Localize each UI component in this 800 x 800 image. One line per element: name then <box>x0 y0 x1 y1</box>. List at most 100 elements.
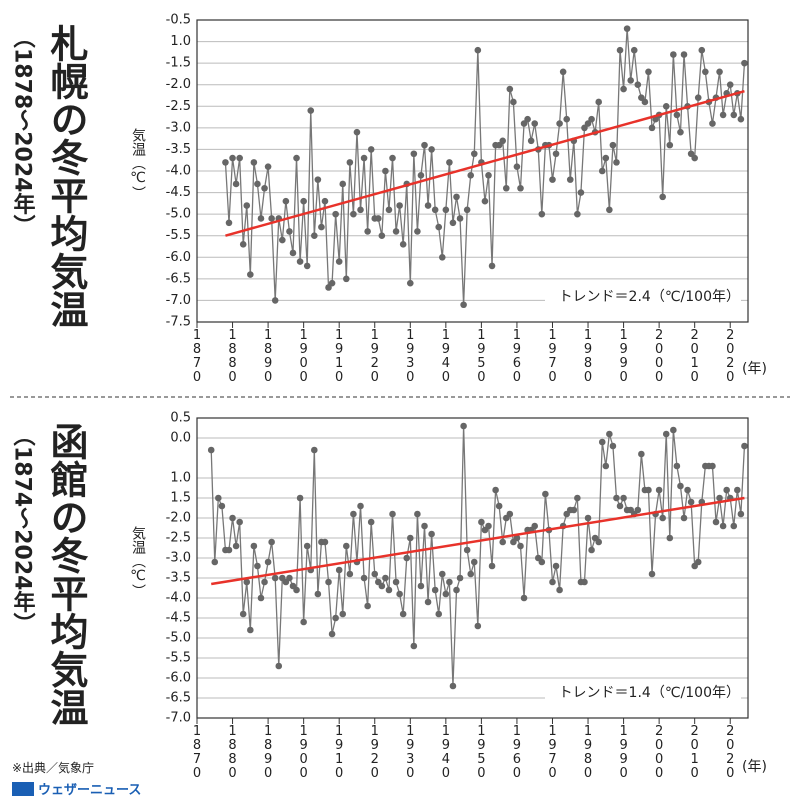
data-point <box>627 77 634 84</box>
data-point <box>726 81 734 89</box>
data-point <box>229 514 236 522</box>
data-point <box>207 446 215 454</box>
data-point <box>662 102 670 110</box>
data-point <box>606 430 613 438</box>
y-tick-label: -6.5 <box>166 691 191 706</box>
data-point <box>357 502 364 510</box>
data-point <box>346 159 354 166</box>
x-axis-label: (年) <box>742 759 767 775</box>
data-point <box>218 502 226 510</box>
data-point <box>474 622 482 630</box>
data-point <box>417 582 425 590</box>
data-point <box>335 566 343 574</box>
data-point <box>563 115 571 123</box>
data-point <box>392 228 400 235</box>
data-point <box>254 180 261 188</box>
data-point <box>321 197 329 205</box>
data-point <box>268 538 275 546</box>
data-point <box>694 558 702 566</box>
x-tick-label: 1950 <box>474 724 489 780</box>
data-point <box>406 534 414 542</box>
y-axis-label: 気温（℃） <box>130 526 146 598</box>
data-point <box>350 510 357 518</box>
data-point <box>506 510 514 518</box>
data-point <box>470 558 478 566</box>
data-point <box>552 562 560 570</box>
x-tick-label: 1930 <box>403 724 418 780</box>
plot-frame <box>196 417 749 719</box>
logo: ウェザーニュース <box>38 783 141 798</box>
data-point <box>247 626 254 634</box>
data-point <box>346 570 354 578</box>
data-point <box>723 486 730 494</box>
data-line <box>224 28 746 305</box>
data-point <box>648 124 656 132</box>
y-tick-label: -7.0 <box>166 711 191 726</box>
data-point <box>399 610 407 618</box>
data-point <box>570 506 578 514</box>
y-tick-label: -4.5 <box>166 185 191 200</box>
data-point <box>488 262 496 270</box>
data-point <box>716 494 723 502</box>
data-point <box>314 176 322 183</box>
data-point <box>446 159 453 166</box>
data-point <box>449 219 457 227</box>
data-line <box>210 425 746 687</box>
y-tick-label: 1.0 <box>170 34 191 49</box>
data-point <box>549 176 556 183</box>
data-point <box>595 538 602 546</box>
data-point <box>638 450 645 458</box>
y-tick-label: -4.0 <box>166 164 191 179</box>
data-point <box>648 570 656 578</box>
data-point <box>463 546 471 554</box>
data-point <box>549 578 556 586</box>
data-point <box>431 206 439 214</box>
x-tick-label: 1940 <box>438 724 453 780</box>
data-point <box>598 167 606 175</box>
data-point <box>645 68 652 76</box>
data-point <box>574 494 581 502</box>
data-point <box>303 262 311 270</box>
data-point <box>360 574 368 582</box>
data-point <box>630 46 638 54</box>
data-point <box>254 562 261 570</box>
data-point <box>378 232 386 240</box>
data-point <box>741 442 748 450</box>
x-tick-label: 1920 <box>367 724 382 780</box>
x-tick-label: 1980 <box>581 328 596 384</box>
data-point <box>286 228 293 235</box>
data-point <box>257 215 265 222</box>
data-point <box>470 150 478 158</box>
x-tick-label: 1890 <box>261 328 276 384</box>
data-point <box>350 210 357 218</box>
data-point <box>339 610 347 618</box>
data-point <box>236 518 243 526</box>
data-point <box>478 518 485 526</box>
data-point <box>353 128 361 136</box>
data-point <box>556 120 563 127</box>
y-tick-label: -7.0 <box>166 293 191 308</box>
data-point <box>694 94 702 101</box>
data-point <box>495 502 503 510</box>
y-tick-label: -2.5 <box>166 99 191 114</box>
data-point <box>734 486 741 494</box>
x-tick-label: 1910 <box>332 724 347 780</box>
y-tick-label: -4.5 <box>166 611 191 626</box>
data-point <box>527 137 535 145</box>
x-tick-label: 1930 <box>403 328 418 384</box>
data-point <box>680 51 688 58</box>
x-tick-label: 1950 <box>474 328 489 384</box>
x-tick-label: 1980 <box>581 724 596 780</box>
data-point <box>716 68 723 76</box>
data-point <box>737 115 745 123</box>
data-point <box>574 210 581 218</box>
data-point <box>328 279 336 287</box>
data-point <box>243 578 251 586</box>
data-point <box>719 111 727 119</box>
data-point <box>335 258 343 265</box>
data-point <box>410 150 418 158</box>
x-tick-label: 1970 <box>545 328 560 384</box>
y-tick-label: -5.0 <box>166 207 191 222</box>
annotation-bg <box>545 286 741 308</box>
